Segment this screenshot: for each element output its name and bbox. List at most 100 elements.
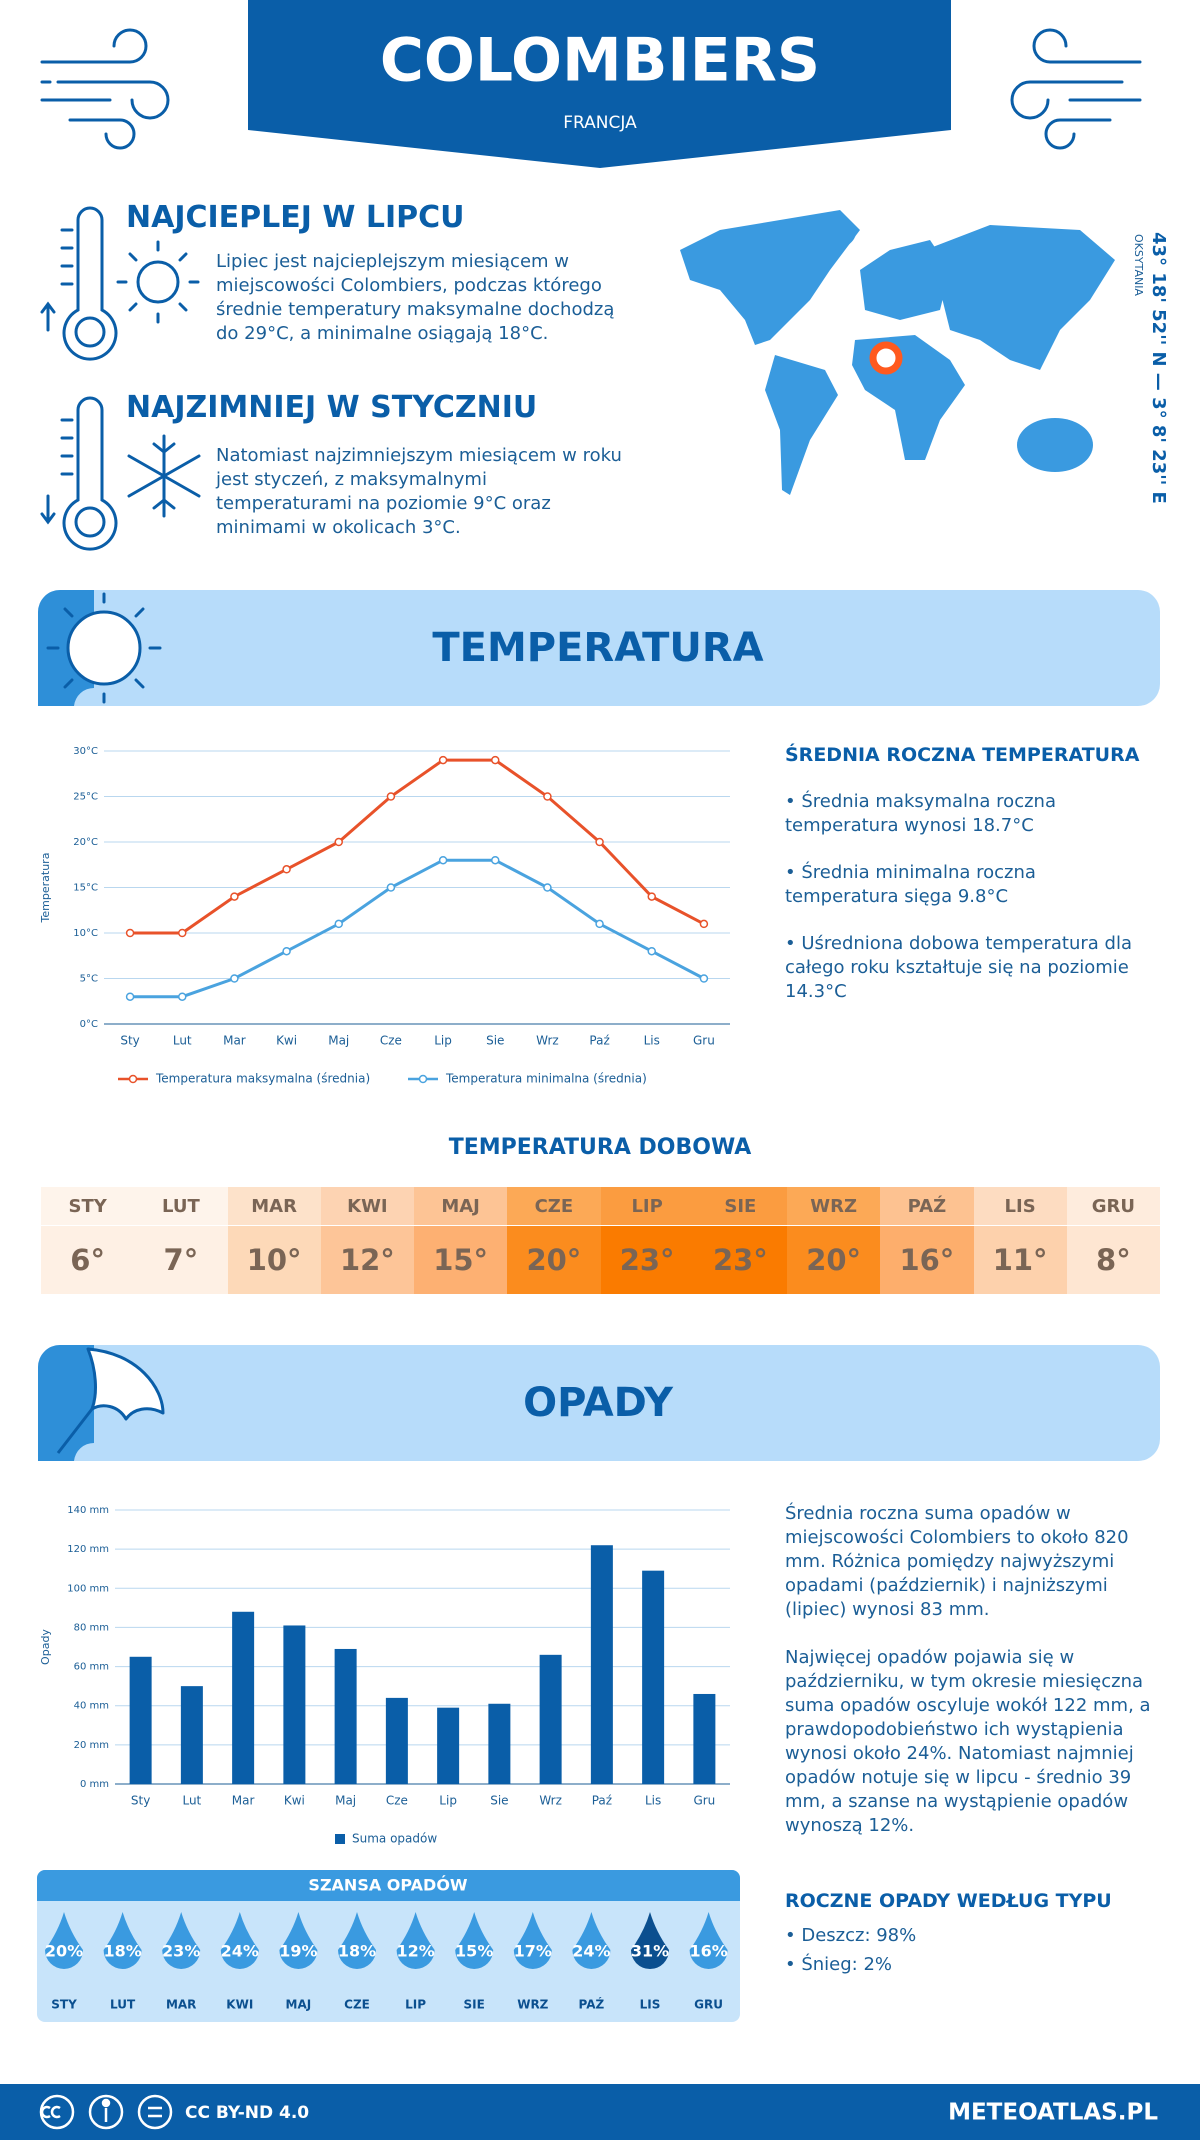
day-month: MAJ	[414, 1187, 508, 1225]
y-tick-label: 25°C	[73, 792, 98, 803]
legend-label: Temperatura maksymalna (średnia)	[155, 1072, 370, 1086]
x-tick-label: Sie	[486, 1034, 504, 1048]
day-value: 16°	[880, 1226, 974, 1294]
chance-value: 19%	[279, 1942, 317, 1961]
point	[699, 974, 709, 983]
drop	[630, 1912, 670, 1970]
day-value: 11°	[973, 1226, 1067, 1294]
day-month: SIE	[693, 1187, 787, 1225]
day-value: 12°	[320, 1226, 414, 1294]
day-month: STY	[41, 1187, 135, 1225]
bar	[437, 1707, 460, 1784]
x-tick-label: Lip	[439, 1794, 457, 1808]
point	[282, 865, 291, 874]
x-tick-label: Sie	[490, 1794, 508, 1808]
x-tick-label: Mar	[232, 1794, 255, 1808]
drop	[689, 1912, 728, 1969]
x-tick-label: Mar	[223, 1034, 246, 1048]
point	[125, 992, 135, 1001]
day-value: 23°	[693, 1226, 787, 1294]
bar	[232, 1611, 255, 1784]
precipitation-banner: OPADY	[38, 1345, 1160, 1461]
legend-label: Temperatura minimalna (średnia)	[445, 1072, 647, 1086]
day-value: 23°	[600, 1226, 694, 1294]
y-tick-label: 10°C	[73, 928, 98, 939]
day-month: LIP	[600, 1187, 694, 1225]
day-value: 15°	[414, 1226, 508, 1294]
chance-month: STY	[51, 1998, 77, 2012]
chance-month: WRZ	[517, 1998, 548, 2012]
chance-box: SZANSA OPADÓW 20% STY 18% LUT 23% MAR 24% KWI 19…	[37, 1870, 740, 2022]
chance-value: 18%	[103, 1942, 141, 1961]
day-month: LUT	[134, 1187, 228, 1225]
summary-title: ŚREDNIA ROCZNA TEMPERATURA	[785, 744, 1140, 766]
x-tick-label: Lut	[182, 1794, 201, 1808]
chance-value: 23%	[162, 1942, 200, 1961]
point	[282, 946, 291, 956]
header-graphics: COLOMBIERS FRANCJA	[40, 0, 1142, 168]
type-item: • Deszcz: 98%	[785, 1925, 917, 1946]
point	[543, 883, 552, 892]
chance-month: GRU	[694, 1998, 723, 2012]
chance-value: 24%	[221, 1942, 259, 1961]
point	[491, 855, 500, 865]
y-tick-label: 0°C	[80, 1019, 98, 1030]
summary-item: • Średnia maksymalna roczna temperatura …	[785, 791, 1056, 836]
x-tick-label: Lip	[434, 1034, 452, 1048]
drop	[162, 1912, 201, 1969]
point	[438, 855, 448, 865]
world-map	[680, 210, 1115, 495]
bar	[590, 1545, 613, 1784]
y-axis-label: Opady	[39, 1629, 52, 1665]
point	[647, 892, 656, 901]
bar	[642, 1570, 665, 1784]
bar	[385, 1697, 408, 1784]
legend-label: Suma opadów	[352, 1832, 437, 1846]
chance-month: SIE	[464, 1998, 485, 2012]
day-month: PAŹ	[880, 1187, 974, 1225]
x-tick-label: Kwi	[276, 1034, 297, 1048]
x-tick-label: Cze	[380, 1034, 402, 1048]
country-subtitle: FRANCJA	[563, 113, 637, 133]
point	[334, 837, 343, 847]
drop	[455, 1912, 494, 1969]
warmest-text: Lipiec jest najcieplejszym miesiącem w m…	[216, 251, 615, 344]
license: CC BY-ND 4.0	[185, 2103, 309, 2123]
line	[130, 758, 705, 935]
point	[230, 892, 239, 901]
chance-value: 31%	[631, 1942, 669, 1961]
drop	[45, 1912, 83, 1969]
day-month: LIS	[973, 1187, 1067, 1225]
drop	[572, 1912, 611, 1969]
legend-marker	[418, 1074, 428, 1084]
point	[125, 928, 135, 938]
day-value: 8°	[1066, 1226, 1160, 1294]
x-tick-label: Wrz	[539, 1794, 562, 1808]
chance-month: PAŹ	[579, 1997, 605, 2012]
chance-value: 24%	[572, 1942, 610, 1961]
coordinates: 43° 18' 52'' N — 3° 8' 23'' E	[1148, 232, 1169, 504]
location-marker	[869, 341, 903, 375]
drop	[103, 1912, 142, 1969]
bar	[283, 1625, 306, 1784]
chance-month: LIP	[405, 1998, 426, 2012]
bar	[693, 1693, 716, 1784]
x-tick-label: Cze	[386, 1794, 408, 1808]
y-tick-label: 5°C	[80, 974, 98, 985]
point	[647, 946, 656, 956]
section-title: TEMPERATURA	[432, 625, 763, 671]
point	[543, 792, 552, 801]
precipitation-text: Najwięcej opadów pojawia się w październ…	[785, 1647, 1151, 1836]
type-title: ROCZNE OPADY WEDŁUG TYPU	[785, 1890, 1112, 1912]
point	[230, 974, 239, 983]
bar	[488, 1703, 511, 1784]
day-month: GRU	[1066, 1187, 1160, 1225]
x-tick-label: Maj	[328, 1034, 349, 1048]
warmest-title: NAJCIEPLEJ W LIPCU	[126, 200, 465, 235]
y-tick-label: 20°C	[73, 837, 98, 848]
point	[595, 919, 604, 929]
drop	[338, 1912, 376, 1969]
chance-month: MAR	[166, 1998, 196, 2012]
summary-item: • Uśredniona dobowa temperatura dla całe…	[785, 933, 1133, 1002]
